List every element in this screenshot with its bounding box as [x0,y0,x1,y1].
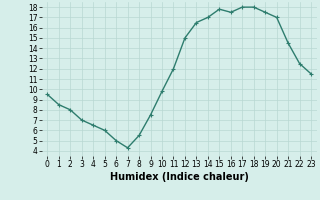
X-axis label: Humidex (Indice chaleur): Humidex (Indice chaleur) [110,172,249,182]
